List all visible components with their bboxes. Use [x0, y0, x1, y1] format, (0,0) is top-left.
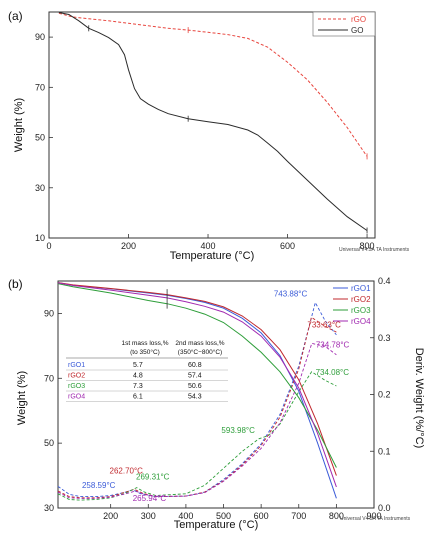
panel-b-footer-text: Universal V4.5A TA Instruments — [340, 516, 411, 522]
x-tick-label: 800 — [329, 511, 344, 521]
y-tick-label: 30 — [44, 503, 54, 513]
peak-label: 743.88°C — [274, 290, 308, 299]
panel-b-right-y-axis-label: Deriv. Weight (%/°C) — [413, 348, 425, 449]
table-cell-second-loss: 54.3 — [188, 394, 202, 401]
panel-b-peak-labels: 743.88°C 733.63°C 734.78°C 734.08°C 593.98°C… — [82, 290, 350, 503]
y-tick-label: 90 — [44, 308, 54, 318]
panel-a-plot-frame — [48, 11, 376, 239]
panel-a: (a) 0 200 400 600 800 10 30 50 70 90 Weight (%) T… — [8, 9, 410, 262]
panel-b-series — [57, 282, 337, 501]
peak-label: 734.08°C — [316, 368, 350, 377]
x-tick-label: 400 — [201, 241, 216, 251]
panel-a-footer-text: Universal V4.5A TA Instruments — [339, 247, 410, 253]
panel-b-legend: rGO1 rGO2 rGO3 rGO4 — [333, 284, 371, 326]
table-row-name: rGO4 — [68, 394, 85, 401]
peak-label: 593.98°C — [221, 426, 255, 435]
series-rgo3-deriv-line — [57, 371, 337, 501]
y-tick-label: 90 — [35, 32, 45, 42]
peak-label: 258.59°C — [82, 481, 116, 490]
y-tick-label: 30 — [35, 183, 45, 193]
y-tick-label: 10 — [35, 233, 45, 243]
mass-loss-table: 1st mass loss,% 2nd mass loss,% (to 350°C)… — [66, 340, 228, 402]
y2-tick-label: 0.0 — [378, 503, 391, 513]
table-cell-second-loss: 50.6 — [188, 383, 202, 390]
y2-tick-label: 0.4 — [378, 276, 391, 286]
x-tick-label: 400 — [178, 511, 193, 521]
x-tick-label: 200 — [121, 241, 136, 251]
x-tick-label: 700 — [291, 511, 306, 521]
panel-b-y-axis-label: Weight (%) — [16, 371, 28, 425]
y2-tick-label: 0.3 — [378, 333, 391, 343]
series-rgo4-weight-line — [57, 282, 337, 488]
peak-label: 733.63°C — [307, 320, 341, 329]
series-rgo4-deriv-line — [57, 342, 337, 499]
peak-label: 265.94°C — [133, 494, 167, 503]
y2-tick-label: 0.1 — [378, 446, 391, 456]
peak-label: 262.70°C — [110, 466, 144, 475]
peak-label: 734.78°C — [316, 340, 350, 349]
legend-rgo4-label: rGO4 — [351, 317, 371, 326]
table-row-name: rGO2 — [68, 373, 85, 380]
x-tick-label: 300 — [141, 511, 156, 521]
y-tick-label: 70 — [44, 373, 54, 383]
panel-a-legend: rGO GO — [312, 11, 376, 37]
y-tick-label: 50 — [35, 133, 45, 143]
legend-rgo3-label: rGO3 — [351, 306, 371, 315]
table-row-name: rGO3 — [68, 383, 85, 390]
panel-b-label: (b) — [8, 277, 23, 291]
x-tick-label: 0 — [46, 241, 51, 251]
panel-a-x-axis-label: Temperature (°C) — [170, 250, 254, 262]
table-row-name: rGO1 — [68, 362, 85, 369]
y-tick-label: 50 — [44, 438, 54, 448]
series-rgo-line — [58, 12, 368, 157]
series-rgo1-weight-line — [57, 282, 337, 499]
y2-tick-label: 0.2 — [378, 390, 391, 400]
panel-b-plot-frame — [57, 280, 375, 509]
legend-rgo1-label: rGO1 — [351, 284, 371, 293]
x-tick-label: 600 — [280, 241, 295, 251]
panel-a-y-axis-label: Weight (%) — [13, 98, 25, 152]
table-cell-second-loss: 60.8 — [188, 362, 202, 369]
table-cell-first-loss: 6.1 — [133, 394, 143, 401]
legend-rgo-label: rGO — [351, 15, 366, 24]
legend-go-label: GO — [351, 26, 363, 35]
series-go-line — [58, 12, 368, 231]
x-tick-label: 900 — [366, 511, 381, 521]
panel-a-series — [58, 12, 368, 234]
panel-a-ticks: 0 200 400 600 800 10 30 50 70 90 — [35, 32, 375, 251]
peak-label: 269.31°C — [136, 473, 170, 482]
legend-rgo2-label: rGO2 — [351, 295, 371, 304]
x-tick-label: 500 — [216, 511, 231, 521]
panel-a-legend-box — [312, 11, 376, 37]
table-cell-first-loss: 7.3 — [133, 383, 143, 390]
table-cell-second-loss: 57.4 — [188, 373, 202, 380]
series-rgo2-weight-line — [57, 282, 337, 476]
y-tick-label: 70 — [35, 82, 45, 92]
table-cell-first-loss: 5.7 — [133, 362, 143, 369]
table-header: 2nd mass loss,% — [175, 340, 224, 347]
series-rgo3-weight-line — [57, 283, 337, 468]
panel-b-x-axis-label: Temperature (°C) — [174, 519, 258, 531]
table-subheader: (to 350°C) — [130, 348, 160, 356]
table-header: 1st mass loss,% — [122, 340, 169, 347]
panel-b: (b) 200 300 400 500 600 700 800 900 30 50 70 90 0.0 0… — [8, 276, 425, 531]
x-tick-label: 600 — [254, 511, 269, 521]
panel-a-label: (a) — [8, 9, 23, 23]
x-tick-label: 800 — [360, 241, 375, 251]
panel-b-ticks: 200 300 400 500 600 700 800 900 30 50 70 90 0.0 0.1 0.… — [44, 276, 391, 521]
x-tick-label: 200 — [103, 511, 118, 521]
table-cell-first-loss: 4.8 — [133, 373, 143, 380]
table-subheader: (350°C−800°C) — [178, 348, 222, 356]
